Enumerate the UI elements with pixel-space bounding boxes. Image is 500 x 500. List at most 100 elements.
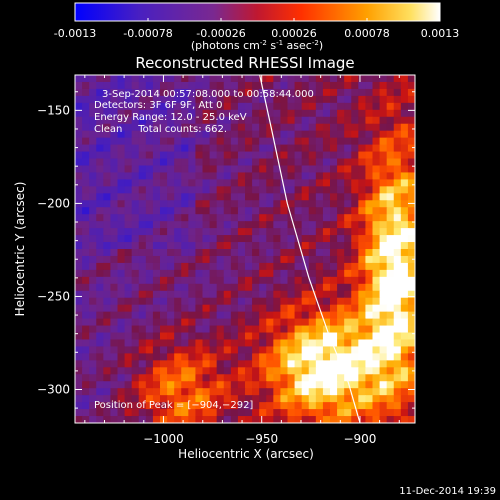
heatmap-cell	[393, 318, 402, 327]
heatmap-cell	[351, 130, 359, 139]
heatmap-cell	[365, 318, 374, 327]
heatmap-cell	[209, 81, 218, 90]
heatmap-cell	[344, 325, 352, 334]
heatmap-cell	[223, 95, 232, 104]
heatmap-cell	[209, 353, 218, 361]
heatmap-cell	[124, 179, 133, 187]
heatmap-cell	[344, 388, 352, 396]
heatmap-cell	[96, 360, 104, 368]
heatmap-cell	[280, 137, 289, 146]
heatmap-cell	[358, 360, 367, 368]
heatmap-cell	[167, 151, 175, 160]
heatmap-cell	[181, 360, 189, 368]
heatmap-cell	[294, 193, 303, 201]
heatmap-cell	[237, 172, 246, 180]
heatmap-cell	[131, 276, 140, 285]
y-tick-label: −150	[37, 103, 70, 117]
heatmap-cell	[252, 269, 260, 278]
heatmap-cell	[103, 130, 112, 139]
heatmap-cell	[379, 123, 388, 132]
heatmap-cell	[89, 332, 97, 341]
heatmap-cell	[407, 318, 415, 327]
heatmap-cell	[386, 283, 395, 292]
heatmap-cell	[287, 409, 296, 417]
heatmap-cell	[174, 297, 182, 306]
heatmap-cell	[181, 207, 189, 215]
heatmap-cell	[230, 123, 239, 132]
heatmap-cell	[308, 269, 317, 278]
heatmap-cell	[188, 200, 197, 208]
heatmap-cell	[351, 165, 359, 174]
heatmap-cell	[96, 255, 104, 264]
heatmap-cell	[322, 353, 331, 361]
heatmap-cell	[372, 402, 381, 410]
heatmap-cell	[372, 269, 381, 278]
heatmap-cell	[145, 388, 154, 396]
heatmap-cell	[393, 325, 402, 334]
heatmap-cell	[379, 221, 388, 229]
heatmap-cell	[216, 360, 225, 368]
heatmap-cell	[344, 137, 352, 146]
heatmap-cell	[152, 214, 161, 222]
heatmap-cell	[315, 325, 324, 334]
heatmap-cell	[266, 242, 274, 250]
heatmap-cell	[124, 290, 133, 299]
heatmap-cell	[365, 130, 374, 139]
heatmap-cell	[117, 367, 126, 375]
heatmap-cell	[351, 137, 359, 146]
heatmap-cell	[407, 249, 415, 257]
heatmap-cell	[372, 262, 381, 271]
heatmap-cell	[181, 102, 189, 111]
y-tick-label: −200	[37, 196, 70, 210]
heatmap-cell	[167, 137, 175, 146]
heatmap-cell	[167, 88, 175, 97]
heatmap-cell	[365, 172, 374, 180]
heatmap-cell	[145, 402, 154, 410]
heatmap-cell	[188, 416, 197, 423]
heatmap-cell	[372, 130, 381, 139]
heatmap-cell	[337, 88, 345, 97]
heatmap-cell	[315, 262, 324, 271]
heatmap-cell	[202, 228, 211, 236]
heatmap-cell	[110, 193, 119, 201]
heatmap-cell	[152, 200, 161, 208]
heatmap-cell	[266, 102, 274, 111]
heatmap-cell	[237, 95, 246, 104]
heatmap-cell	[365, 416, 374, 423]
heatmap-cell	[273, 297, 282, 306]
heatmap-cell	[223, 207, 232, 215]
heatmap-cell	[301, 318, 310, 327]
heatmap-cell	[252, 388, 260, 396]
heatmap-cell	[322, 332, 331, 341]
heatmap-cell	[188, 88, 197, 97]
heatmap-cell	[103, 186, 112, 194]
heatmap-cell	[195, 158, 204, 167]
heatmap-cell	[330, 262, 338, 271]
heatmap-cell	[287, 255, 296, 264]
heatmap-cell	[138, 102, 147, 111]
heatmap-cell	[344, 165, 352, 174]
heatmap-cell	[372, 193, 381, 201]
heatmap-cell	[245, 130, 253, 139]
heatmap-cell	[379, 165, 388, 174]
heatmap-cell	[301, 95, 310, 104]
heatmap-cell	[294, 158, 303, 167]
heatmap-cell	[209, 102, 218, 111]
heatmap-cell	[294, 228, 303, 236]
heatmap-cell	[117, 193, 126, 201]
heatmap-cell	[252, 228, 260, 236]
heatmap-cell	[103, 95, 112, 104]
heatmap-cell	[124, 116, 133, 125]
heatmap-cell	[160, 179, 168, 187]
heatmap-cell	[195, 151, 204, 160]
heatmap-cell	[103, 269, 112, 278]
heatmap-cell	[110, 172, 119, 180]
heatmap-cell	[110, 332, 119, 341]
heatmap-cell	[152, 304, 161, 313]
heatmap-cell	[117, 214, 126, 222]
heatmap-cell	[365, 186, 374, 194]
heatmap-cell	[280, 276, 289, 285]
heatmap-cell	[386, 332, 395, 341]
heatmap-cell	[152, 416, 161, 423]
heatmap-cell	[195, 95, 204, 104]
